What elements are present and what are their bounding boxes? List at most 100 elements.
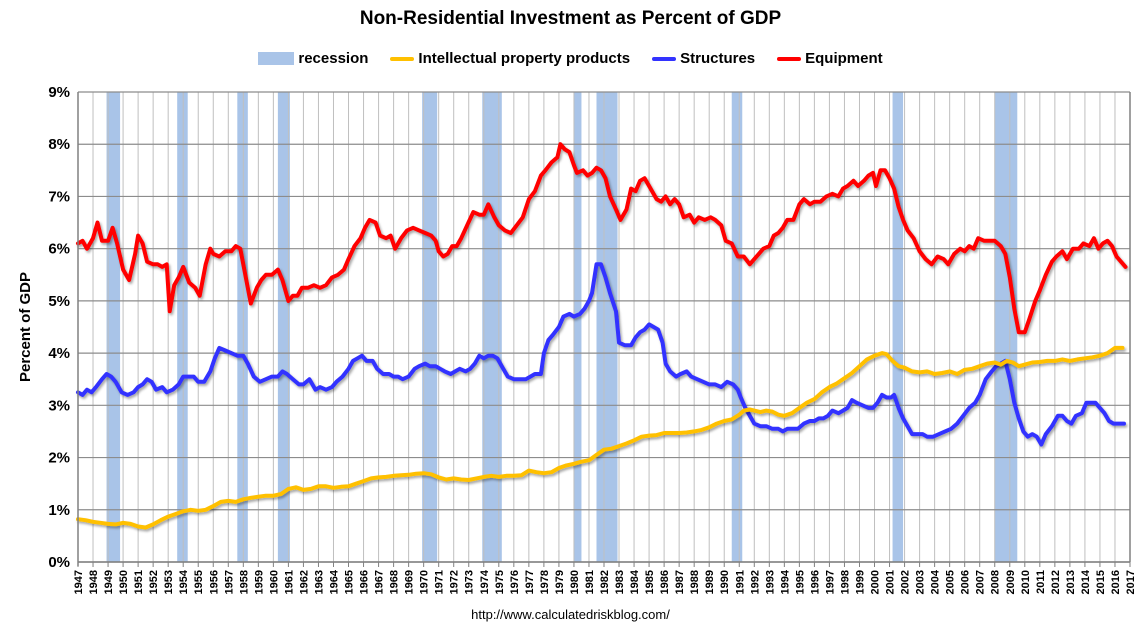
- x-tick-label: 1998: [839, 570, 851, 594]
- x-tick-label: 1967: [374, 570, 386, 594]
- x-tick-label: 1953: [163, 570, 175, 594]
- x-tick-label: 2007: [975, 570, 987, 594]
- y-tick-label: 6%: [48, 241, 70, 258]
- legend-swatch-equipment: [777, 56, 802, 61]
- x-tick-label: 1949: [103, 570, 115, 594]
- x-tick-label: 1964: [328, 569, 340, 594]
- x-tick-label: 2008: [990, 570, 1002, 594]
- x-tick-label: 2000: [870, 570, 882, 594]
- series-line-equipment: [76, 142, 1128, 335]
- recession-band: [422, 92, 438, 562]
- x-tick-label: 1950: [118, 570, 130, 594]
- x-tick-label: 1947: [73, 570, 85, 594]
- recession-band: [177, 92, 188, 562]
- x-tick-label: 1991: [734, 570, 746, 594]
- x-tick-label: 1974: [479, 569, 491, 594]
- y-tick-label: 7%: [48, 188, 70, 205]
- x-tick-label: 1999: [854, 570, 866, 594]
- x-tick-label: 1983: [614, 570, 626, 594]
- x-tick-label: 1958: [238, 570, 250, 594]
- legend-item-structures: Structures: [652, 50, 755, 67]
- legend-label-structures: Structures: [680, 50, 756, 67]
- y-tick-label: 3%: [48, 397, 70, 414]
- y-tick-label: 1%: [48, 502, 70, 519]
- x-tick-label: 1981: [584, 570, 596, 594]
- x-tick-label: 2001: [885, 570, 897, 594]
- legend-label-ipp: Intellectual property products: [418, 50, 631, 67]
- x-tick-label: 1971: [434, 570, 446, 594]
- x-tick-label: 2011: [1035, 570, 1047, 594]
- x-tick-label: 1975: [494, 570, 506, 594]
- x-tick-label: 1972: [449, 570, 461, 594]
- legend-swatch-ipp: [390, 56, 415, 61]
- x-tick-label: 2012: [1050, 570, 1062, 594]
- x-tick-label: 1973: [464, 570, 476, 594]
- recession-band: [994, 92, 1018, 562]
- legend-swatch-recession: [258, 52, 295, 65]
- x-tick-label: 1987: [674, 570, 686, 594]
- legend-item-equipment: Equipment: [777, 50, 883, 67]
- chart-title: Non-Residential Investment as Percent of…: [359, 8, 782, 29]
- x-tick-label: 1986: [659, 570, 671, 594]
- x-tick-label: 1990: [719, 570, 731, 594]
- x-tick-label: 1970: [419, 570, 431, 594]
- x-tick-label: 1997: [824, 570, 836, 594]
- x-tick-label: 1995: [794, 570, 806, 594]
- x-tick-label: 1982: [599, 570, 611, 594]
- y-tick-label: 4%: [48, 345, 70, 362]
- recession-band: [237, 92, 248, 562]
- legend-swatch-structures: [652, 56, 677, 61]
- x-tick-label: 1968: [389, 570, 401, 594]
- x-tick-label: 1994: [779, 569, 791, 594]
- x-tick-label: 2013: [1065, 570, 1077, 594]
- recession-band: [106, 92, 121, 562]
- x-tick-label: 1988: [689, 570, 701, 594]
- x-tick-label: 1977: [524, 570, 536, 594]
- x-tick-label: 1957: [223, 570, 235, 594]
- x-tick-label: 2004: [930, 569, 942, 594]
- y-tick-label: 8%: [48, 136, 70, 153]
- legend: recession Intellectual property products…: [0, 50, 1141, 67]
- x-tick-label: 1976: [509, 570, 521, 594]
- x-tick-label: 1960: [268, 570, 280, 594]
- y-tick-label: 0%: [48, 554, 70, 571]
- source-url: http://www.calculatedriskblog.com/: [471, 607, 670, 622]
- x-tick-label: 2016: [1110, 570, 1122, 594]
- recession-band: [892, 92, 904, 562]
- x-tick-label: 2010: [1020, 570, 1032, 594]
- x-tick-label: 1948: [88, 570, 100, 594]
- x-tick-label: 2009: [1005, 570, 1017, 594]
- recession-band: [731, 92, 743, 562]
- x-tick-label: 1980: [569, 570, 581, 594]
- x-tick-label: 1952: [148, 570, 160, 594]
- x-tick-label: 2014: [1080, 569, 1092, 594]
- x-tick-label: 1954: [178, 569, 190, 594]
- legend-item-ipp: Intellectual property products: [390, 50, 630, 67]
- legend-label-recession: recession: [298, 50, 369, 67]
- y-axis-label: Percent of GDP: [17, 272, 34, 382]
- recession-band: [277, 92, 290, 562]
- x-tick-label: 2015: [1095, 570, 1107, 594]
- series-line-structures: [76, 262, 1126, 447]
- x-tick-label: 1955: [193, 570, 205, 594]
- recession-band: [573, 92, 582, 562]
- x-tick-label: 1992: [749, 570, 761, 594]
- x-tick-label: 2002: [900, 570, 912, 594]
- x-tick-label: 2017: [1125, 570, 1137, 594]
- x-tick-label: 1951: [133, 570, 145, 594]
- x-tick-label: 1966: [359, 570, 371, 594]
- x-tick-label: 1978: [539, 570, 551, 594]
- x-tick-label: 2005: [945, 570, 957, 594]
- y-tick-label: 5%: [48, 293, 70, 310]
- x-tick-label: 1985: [644, 570, 656, 594]
- legend-label-equipment: Equipment: [805, 50, 883, 67]
- y-tick-label: 9%: [48, 84, 70, 101]
- x-tick-label: 1989: [704, 570, 716, 594]
- x-tick-label: 1956: [208, 570, 220, 594]
- x-tick-label: 1965: [344, 570, 356, 594]
- x-tick-label: 1961: [283, 570, 295, 594]
- y-tick-label: 2%: [48, 450, 70, 467]
- series-line-intellectual-property-products: [76, 345, 1125, 530]
- x-tick-label: 1993: [764, 570, 776, 594]
